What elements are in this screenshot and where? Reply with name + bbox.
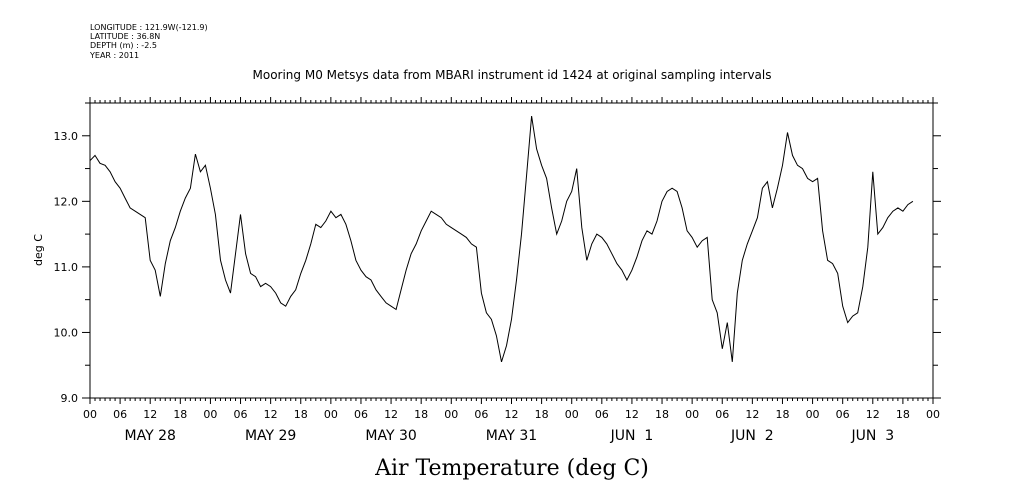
x-tick-label: 12	[264, 408, 278, 421]
x-tick-label: 06	[113, 408, 127, 421]
x-tick-label: 12	[866, 408, 880, 421]
x-tick-label: 12	[745, 408, 759, 421]
chart-title: Mooring M0 Metsys data from MBARI instru…	[253, 68, 772, 82]
x-tick-label: 06	[595, 408, 609, 421]
x-tick-label: 18	[775, 408, 789, 421]
x-tick-label: 18	[294, 408, 308, 421]
y-tick-label: 11.0	[54, 261, 79, 274]
x-tick-label: 06	[836, 408, 850, 421]
x-tick-label: 12	[625, 408, 639, 421]
x-ticks: 00 06 12 18 00 06 12 18 00 06 12 18 00 06 12 18 00 06 12 18…	[83, 408, 940, 421]
x-tick-label: 00	[324, 408, 338, 421]
date-label: MAY 29	[245, 428, 296, 444]
year-label: YEAR : 2011	[89, 51, 139, 60]
x-tick-label: 00	[565, 408, 579, 421]
x-tick-label: 18	[655, 408, 669, 421]
latitude-label: LATITUDE : 36.8N	[90, 32, 160, 41]
longitude-label: LONGITUDE : 121.9W(-121.9)	[90, 23, 208, 32]
x-minor-ticks	[89, 97, 934, 404]
x-axis-label: Air Temperature (deg C)	[374, 456, 649, 481]
date-label: MAY 30	[365, 428, 416, 444]
date-label: MAY 31	[486, 428, 537, 444]
x-tick-label: 18	[535, 408, 549, 421]
x-tick-label: 06	[354, 408, 368, 421]
date-labels: MAY 28 MAY 29 MAY 30 MAY 31 JUN 1 JUN 2 JUN 3	[125, 428, 895, 444]
y-axis-label: deg C	[32, 234, 45, 266]
date-label: JUN 2	[730, 428, 774, 444]
x-tick-label: 00	[444, 408, 458, 421]
date-label: JUN 3	[850, 428, 894, 444]
x-tick-label: 06	[474, 408, 488, 421]
date-label: MAY 28	[125, 428, 176, 444]
x-tick-label: 12	[505, 408, 519, 421]
x-tick-label: 00	[685, 408, 699, 421]
x-tick-label: 00	[806, 408, 820, 421]
x-tick-label: 18	[414, 408, 428, 421]
x-tick-label: 00	[926, 408, 940, 421]
x-tick-label: 12	[143, 408, 157, 421]
y-ticks: 9.0 10.0 11.0 12.0 13.0	[54, 102, 941, 405]
plot-frame	[89, 102, 934, 399]
air-temperature-series	[89, 116, 914, 363]
y-tick-label: 13.0	[54, 130, 79, 143]
y-tick-label: 9.0	[61, 392, 79, 405]
depth-label: DEPTH (m) : -2.5	[90, 41, 157, 50]
y-tick-label: 10.0	[54, 326, 79, 339]
x-tick-label: 18	[896, 408, 910, 421]
x-tick-label: 00	[203, 408, 217, 421]
x-tick-label: 06	[715, 408, 729, 421]
x-tick-label: 06	[234, 408, 248, 421]
x-tick-label: 00	[83, 408, 97, 421]
x-tick-label: 12	[384, 408, 398, 421]
x-tick-label: 18	[173, 408, 187, 421]
y-tick-label: 12.0	[54, 195, 79, 208]
date-label: JUN 1	[610, 428, 654, 444]
